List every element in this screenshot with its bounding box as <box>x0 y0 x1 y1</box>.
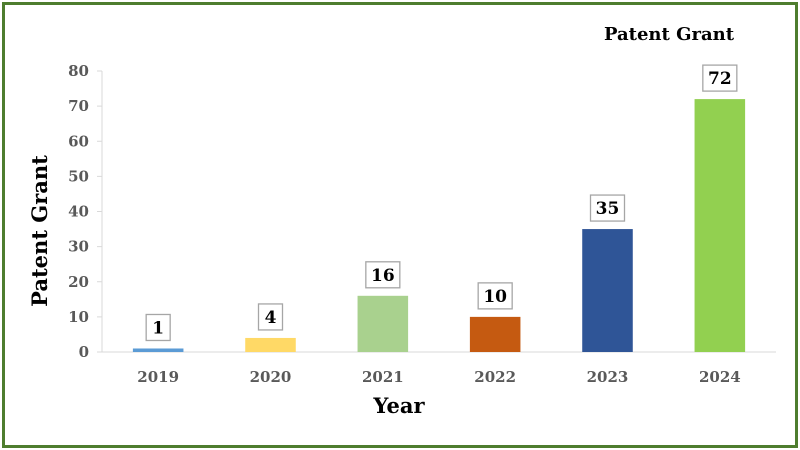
chart-title: Patent Grant <box>604 24 735 45</box>
y-tick-label: 60 <box>68 132 89 150</box>
bar-2019 <box>132 348 184 352</box>
bar-2021 <box>357 295 409 352</box>
data-label-box <box>145 313 171 342</box>
x-tick-label: 2022 <box>474 368 516 386</box>
data-label-box <box>257 303 284 331</box>
y-tick-label: 50 <box>68 167 89 185</box>
bars <box>132 99 746 352</box>
x-tick-label: 2019 <box>137 368 179 386</box>
data-label-box <box>477 282 513 310</box>
x-tick-label: 2020 <box>250 368 292 386</box>
y-axis-ticks: 0 10 20 30 40 50 60 70 80 <box>68 62 102 361</box>
y-tick-label: 30 <box>68 238 89 256</box>
bar-2024 <box>694 99 746 352</box>
y-tick-label: 70 <box>68 97 89 115</box>
x-axis-title: Year <box>372 393 425 418</box>
data-label-box <box>589 194 626 222</box>
data-label: 35 <box>596 199 620 219</box>
x-tick-label: 2021 <box>362 368 404 386</box>
data-label-box <box>365 261 401 289</box>
y-tick-label: 10 <box>68 308 89 326</box>
x-tick-label: 2024 <box>699 368 741 386</box>
y-tick-label: 80 <box>68 62 89 80</box>
y-tick-label: 0 <box>79 343 89 361</box>
data-label: 10 <box>483 287 507 307</box>
bar-2023 <box>582 229 633 352</box>
data-labels: 1 4 16 10 35 72 <box>145 64 738 342</box>
x-tick-label: 2023 <box>587 368 629 386</box>
y-axis-title: Patent Grant <box>27 155 52 307</box>
data-label-box <box>702 64 738 92</box>
data-label: 16 <box>371 266 395 286</box>
data-label: 72 <box>708 69 732 89</box>
x-axis-ticks: 2019 2020 2021 2022 2023 2024 <box>137 368 740 386</box>
bar-chart: Patent Grant Patent Grant Year 010203040… <box>27 24 776 418</box>
data-label: 4 <box>265 308 277 328</box>
data-label: 1 <box>152 318 164 338</box>
y-tick-label: 40 <box>68 203 89 221</box>
bar-2020 <box>245 337 296 352</box>
y-tick-label: 20 <box>68 273 89 291</box>
bar-2022 <box>469 316 521 352</box>
